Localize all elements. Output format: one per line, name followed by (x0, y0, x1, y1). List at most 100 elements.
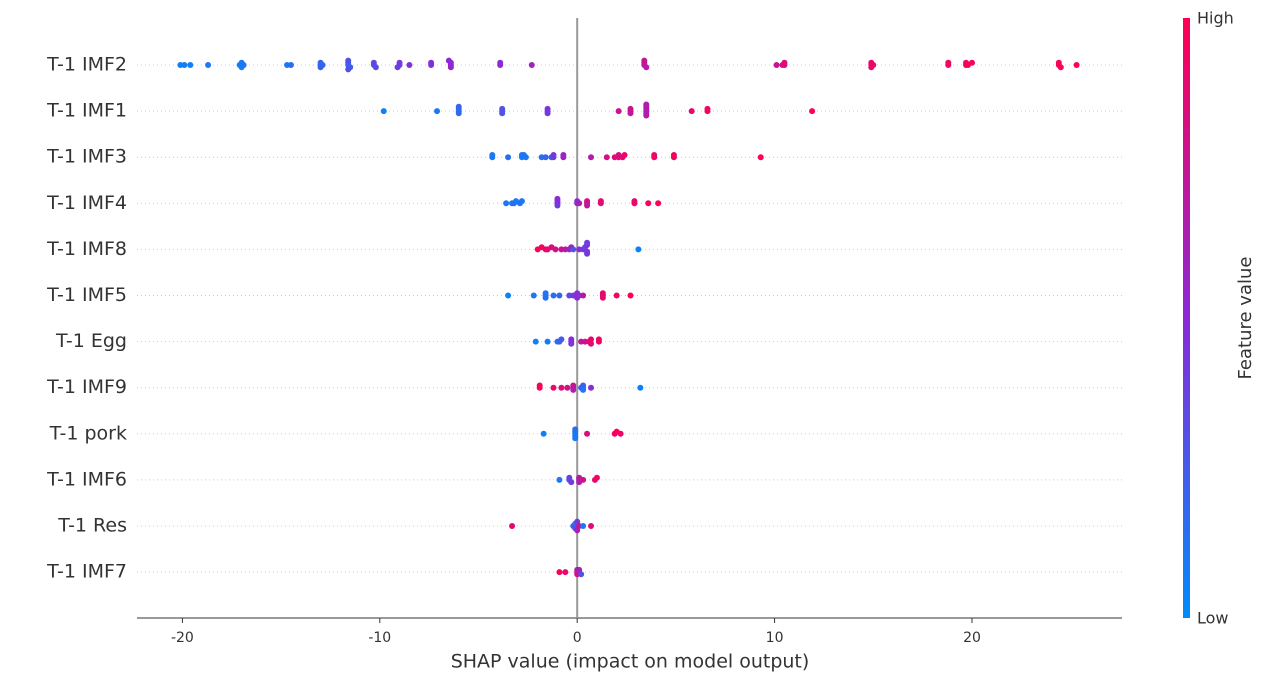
point (552, 246, 559, 253)
point (757, 154, 764, 161)
point (550, 152, 557, 158)
point (556, 292, 563, 299)
point (550, 292, 557, 299)
point (530, 292, 537, 299)
point (544, 105, 551, 112)
y-tick-label: T-1 IMF6 (46, 468, 127, 490)
point (503, 200, 510, 207)
point (240, 62, 247, 68)
colorbar (1183, 18, 1190, 618)
x-axis-label: SHAP value (impact on model output) (451, 651, 810, 673)
y-tick-label: T-1 IMF9 (46, 376, 127, 398)
point (568, 336, 575, 343)
y-tick-label: T-1 Egg (55, 330, 127, 352)
y-tick-label: T-1 IMF4 (46, 192, 127, 214)
point (809, 108, 816, 115)
point (562, 569, 569, 576)
point (554, 202, 561, 209)
point (205, 62, 212, 68)
x-tick-label: 0 (573, 630, 582, 646)
point (570, 246, 577, 253)
point (584, 198, 591, 205)
point (945, 59, 952, 66)
point (580, 292, 587, 299)
point (455, 110, 462, 117)
point (627, 292, 634, 299)
point (593, 474, 600, 481)
point (651, 152, 658, 158)
point (406, 62, 413, 68)
point (560, 152, 567, 158)
point (655, 200, 662, 207)
point (781, 59, 788, 66)
point (595, 336, 602, 343)
point (688, 108, 695, 115)
point (542, 154, 549, 161)
point (670, 152, 677, 158)
point (588, 384, 595, 391)
point (556, 476, 563, 483)
point (572, 426, 579, 433)
point (645, 200, 652, 207)
point (584, 202, 591, 209)
point (434, 108, 441, 115)
point (588, 154, 595, 161)
point (580, 476, 587, 483)
point (499, 110, 506, 117)
point (613, 292, 620, 299)
point (499, 105, 506, 112)
point (532, 338, 539, 345)
y-tick-label: T-1 IMF8 (46, 238, 127, 260)
point (558, 336, 565, 343)
point (544, 338, 551, 345)
point (584, 430, 591, 437)
point (580, 523, 587, 529)
point (181, 62, 188, 68)
point (568, 340, 575, 347)
colorbar-low: Low (1197, 609, 1229, 628)
y-tick-label: T-1 pork (49, 422, 127, 444)
point (584, 250, 591, 257)
point (627, 110, 634, 117)
point (554, 195, 561, 202)
point (568, 479, 575, 486)
point (617, 430, 624, 437)
point (580, 382, 587, 389)
point (505, 292, 512, 299)
point (627, 105, 634, 112)
y-tick-label: T-1 IMF7 (46, 561, 127, 583)
point (564, 384, 571, 391)
point (345, 66, 352, 73)
point (542, 294, 549, 301)
point (570, 386, 577, 393)
point (643, 64, 650, 71)
point (621, 152, 628, 158)
point (428, 59, 435, 66)
y-tick-label: T-1 Res (57, 515, 127, 537)
point (544, 110, 551, 117)
point (603, 154, 610, 161)
point (635, 246, 642, 253)
point (394, 64, 401, 71)
point (572, 435, 579, 442)
point (643, 112, 650, 119)
point (588, 523, 595, 529)
point (556, 569, 563, 576)
point (588, 336, 595, 343)
point (597, 198, 604, 205)
colorbar-label: Feature value (1235, 257, 1256, 380)
y-tick-label: T-1 IMF1 (46, 100, 127, 122)
x-tick-label: -10 (368, 630, 391, 646)
point (558, 384, 565, 391)
point (520, 152, 527, 158)
point (518, 198, 525, 205)
point (599, 290, 606, 297)
point (580, 386, 587, 393)
point (578, 571, 585, 578)
point (576, 200, 583, 207)
point (1073, 62, 1080, 68)
point (615, 152, 622, 158)
y-tick-label: T-1 IMF2 (46, 54, 127, 76)
point (505, 154, 512, 161)
